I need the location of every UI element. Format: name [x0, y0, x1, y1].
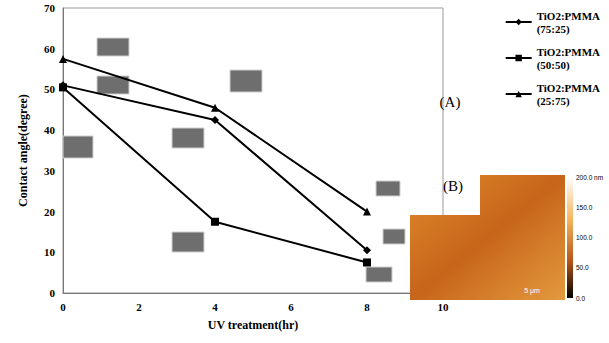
svg-text:50: 50	[44, 83, 56, 95]
svg-text:(50:50): (50:50)	[537, 59, 570, 72]
svg-text:40: 40	[44, 124, 56, 136]
svg-text:UV treatment(hr): UV treatment(hr)	[208, 318, 299, 332]
svg-text:4: 4	[212, 301, 218, 313]
svg-text:10: 10	[438, 301, 450, 313]
svg-text:150.0: 150.0	[576, 204, 593, 211]
svg-text:0: 0	[50, 287, 56, 299]
svg-text:0.0: 0.0	[576, 295, 585, 302]
svg-text:(25:75): (25:75)	[537, 95, 570, 108]
svg-text:TiO2:PMMA: TiO2:PMMA	[537, 10, 600, 22]
svg-text:60: 60	[44, 43, 56, 55]
svg-text:0: 0	[60, 301, 66, 313]
svg-text:TiO2:PMMA: TiO2:PMMA	[537, 82, 600, 94]
svg-text:2: 2	[136, 301, 142, 313]
svg-text:10: 10	[44, 246, 56, 258]
svg-text:(B): (B)	[443, 178, 463, 195]
svg-text:200.0 nm: 200.0 nm	[576, 174, 603, 181]
svg-text:8: 8	[364, 301, 370, 313]
svg-text:TiO2:PMMA: TiO2:PMMA	[537, 46, 600, 58]
svg-text:(75:25): (75:25)	[537, 23, 570, 36]
svg-text:70: 70	[44, 2, 56, 14]
svg-text:100.0: 100.0	[576, 234, 593, 241]
svg-text:50.0: 50.0	[576, 264, 589, 271]
svg-text:30: 30	[44, 165, 56, 177]
svg-text:(A): (A)	[440, 94, 461, 111]
svg-text:Contact angle(degree): Contact angle(degree)	[16, 94, 30, 207]
svg-text:6: 6	[288, 301, 294, 313]
svg-text:20: 20	[44, 206, 56, 218]
svg-text:5 μm: 5 μm	[524, 287, 540, 295]
